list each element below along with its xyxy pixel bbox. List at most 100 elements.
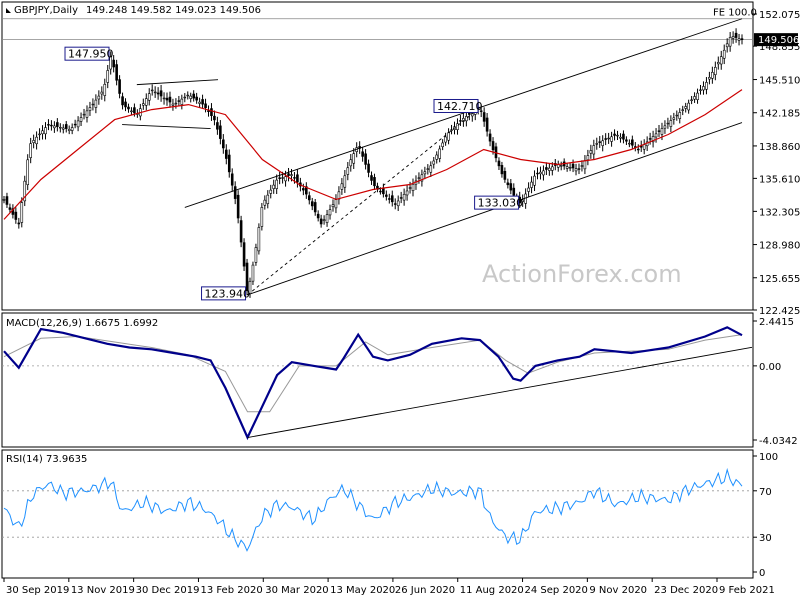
candle-body	[545, 167, 548, 170]
candle-body	[714, 67, 717, 75]
candle-body	[737, 38, 741, 41]
candle-body	[370, 175, 373, 181]
rsi-series	[2, 467, 753, 552]
candle-body	[222, 139, 225, 149]
candle-body	[456, 123, 459, 130]
trend-line	[122, 124, 211, 130]
candle-body	[411, 183, 415, 191]
macd-trend-line	[247, 346, 753, 438]
macd-title: MACD(12,26,9) 1.6675 1.6992	[6, 318, 158, 329]
candle-body	[204, 103, 207, 108]
candle-body	[257, 227, 261, 252]
candle-body	[708, 77, 711, 80]
candle-body	[227, 154, 231, 173]
candle-body	[595, 143, 599, 145]
candle-body	[53, 125, 56, 129]
macd-axis-ticks: 2.4415 0.00 -4.0342	[753, 317, 798, 447]
candle-body	[586, 155, 590, 161]
candle-body	[728, 37, 732, 47]
price-label-text: 147.950	[68, 48, 114, 61]
candle-body	[183, 96, 187, 99]
rsi-tick-label: 30	[759, 533, 772, 544]
candle-body	[740, 38, 744, 40]
candle-body	[305, 186, 308, 195]
candle-body	[385, 194, 388, 197]
candle-body	[423, 171, 427, 175]
candle-body	[79, 117, 83, 122]
candle-body	[70, 127, 74, 131]
date-tick-label: 26 Jun 2020	[395, 585, 455, 596]
candle-body	[533, 175, 536, 186]
date-tick-label: 11 Aug 2020	[460, 585, 524, 596]
candle-body	[67, 128, 71, 131]
candle-body	[316, 213, 320, 219]
candle-body	[254, 247, 258, 263]
rsi-axis-ticks: 100 70 30 0	[753, 452, 778, 579]
candle-body	[239, 220, 243, 243]
price-label-box	[474, 195, 520, 210]
candle-body	[696, 92, 699, 100]
candle-body	[233, 186, 237, 199]
candle-body	[82, 113, 86, 116]
candle-body	[340, 183, 344, 190]
candle-body	[29, 143, 32, 158]
date-tick-label: 30 Mar 2020	[265, 585, 328, 596]
candle-body	[284, 176, 287, 182]
candle-body	[242, 242, 246, 267]
candle-body	[687, 102, 690, 111]
candle-body	[660, 128, 664, 135]
date-tick-label: 13 Feb 2020	[200, 585, 262, 596]
macd-tick-label: 2.4415	[759, 317, 794, 328]
macd-line	[3, 326, 743, 441]
candle-body	[631, 139, 634, 146]
candle-body	[583, 160, 587, 170]
date-tick-label: 13 May 2020	[330, 585, 395, 596]
candle-body	[302, 188, 305, 191]
candle-body	[524, 193, 527, 204]
candle-body	[568, 167, 572, 169]
candle-body	[349, 159, 353, 167]
trend-line	[184, 18, 743, 208]
rsi-tick-label: 70	[759, 487, 772, 498]
candle-body	[156, 92, 160, 95]
price-label-text: 133.030	[478, 197, 523, 210]
candle-body	[352, 153, 356, 164]
moving-average-series	[3, 89, 743, 220]
rsi-title: RSI(14) 73.9635	[6, 454, 87, 465]
candle-body	[447, 132, 450, 141]
candle-body	[426, 168, 430, 170]
candle-body	[275, 179, 278, 189]
candle-body	[118, 79, 121, 94]
candle-body	[408, 187, 412, 189]
candle-body	[61, 127, 65, 130]
candle-body	[571, 163, 575, 169]
price-tick-label: 148.855	[759, 42, 800, 53]
candle-body	[17, 222, 21, 225]
candle-body	[690, 99, 693, 102]
price-tick-label: 138.860	[759, 142, 800, 153]
candle-body	[379, 190, 382, 193]
candle-body	[2, 199, 6, 201]
candle-body	[112, 59, 115, 68]
candle-body	[310, 201, 314, 207]
candle-body	[230, 173, 234, 186]
candle-body	[192, 93, 195, 99]
candle-body	[559, 165, 563, 167]
candle-body	[73, 123, 77, 126]
candle-body	[592, 145, 596, 155]
candle-body	[405, 190, 409, 196]
candle-body	[269, 189, 273, 194]
candle-body	[479, 110, 483, 112]
candle-body	[159, 90, 163, 97]
candle-body	[420, 174, 424, 182]
candle-body	[672, 117, 676, 120]
last-price-value: 149.506	[758, 35, 799, 46]
candle-body	[313, 202, 317, 213]
candle-body	[224, 149, 228, 159]
candle-body	[444, 136, 447, 143]
candle-body	[150, 89, 154, 92]
price-label-text: 142.710	[437, 100, 483, 113]
candle-body	[35, 136, 38, 145]
candle-body	[91, 103, 95, 106]
candle-body	[189, 95, 193, 99]
